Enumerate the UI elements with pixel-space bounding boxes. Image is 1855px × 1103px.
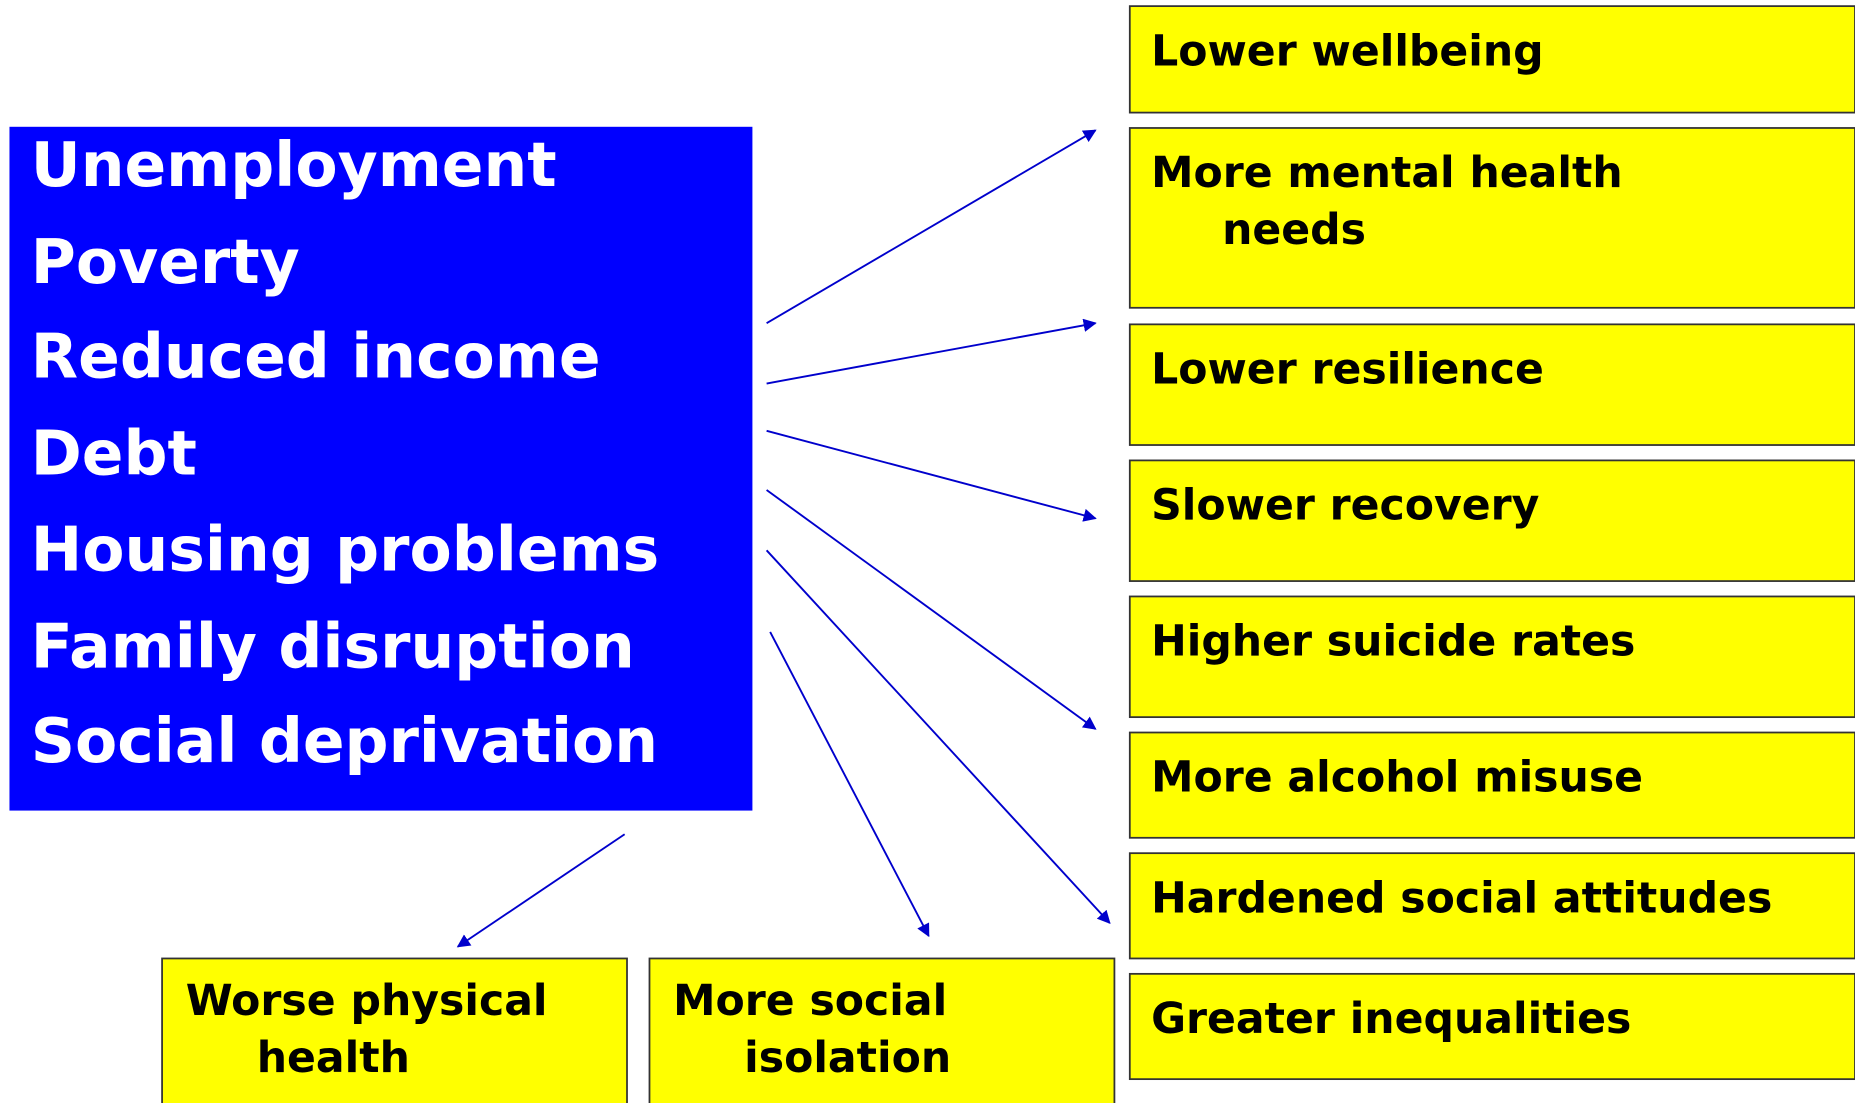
outcome-box [648, 957, 1116, 1103]
outcome-label: Hardened social attitudes [1151, 873, 1772, 923]
arrow [766, 129, 1097, 324]
outcome-box [1128, 972, 1855, 1081]
arrows [456, 129, 1111, 948]
outcome-label: Greater inequalities [1151, 994, 1631, 1044]
arrow [769, 631, 930, 938]
cause: Poverty [31, 226, 300, 298]
cause: Social deprivation [31, 705, 658, 777]
outcome-box [1128, 852, 1855, 960]
outcome-label: Lower wellbeing [1151, 26, 1544, 76]
cause: Family disruption [31, 610, 635, 682]
outcome-box [161, 957, 628, 1103]
arrow [766, 318, 1097, 385]
arrow [766, 429, 1097, 522]
outcome-box [1128, 323, 1855, 446]
outcome-label: More mental health [1151, 148, 1623, 198]
outcome-label: needs [1222, 205, 1366, 255]
outcome-label: More social [673, 976, 947, 1026]
cause: Reduced income [31, 321, 601, 393]
outcome-box [1128, 459, 1855, 582]
outcome-label: Worse physical [186, 976, 548, 1026]
arrow [765, 549, 1111, 924]
outcome-box [1128, 595, 1855, 719]
outcome-label: Higher suicide rates [1151, 617, 1635, 667]
outcome-label: Lower resilience [1151, 345, 1544, 395]
causes-box [9, 126, 753, 811]
arrow [456, 833, 626, 948]
outcome-label: Slower recovery [1151, 481, 1539, 531]
outcome-box [1128, 731, 1855, 839]
outcome-label: health [257, 1033, 410, 1083]
outcome-label: More alcohol misuse [1151, 753, 1643, 803]
cause: Debt [31, 418, 197, 490]
arrow [766, 489, 1097, 730]
outcome-label: isolation [744, 1033, 951, 1083]
cause: Housing problems [31, 513, 660, 585]
cause: Unemployment [31, 129, 557, 201]
outcome-box [1128, 127, 1855, 309]
